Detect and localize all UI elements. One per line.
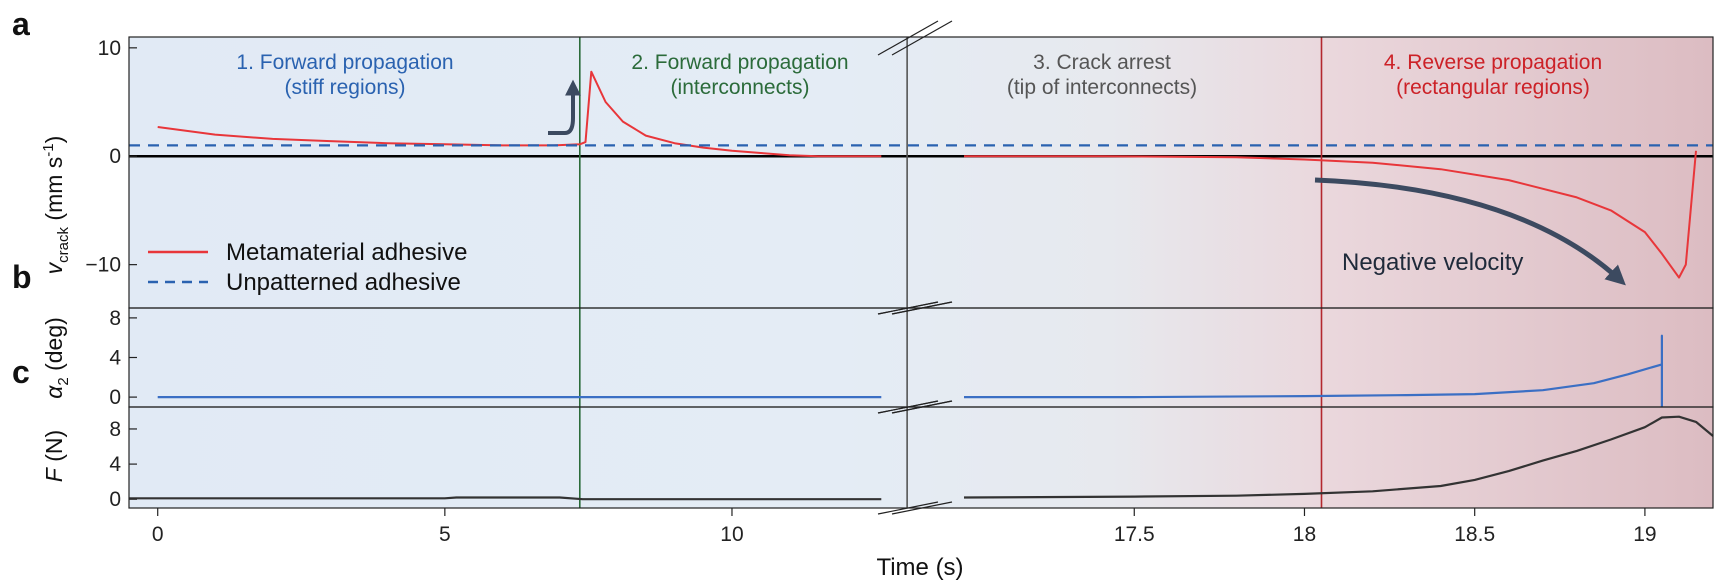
x-tick-label: 0 <box>152 523 164 546</box>
panel-label-c: c <box>12 354 30 390</box>
y-subscript-a: crack <box>55 226 72 262</box>
axis-break-mark-a <box>877 20 939 56</box>
x-tick-label: 17.5 <box>1114 523 1155 546</box>
negative-velocity-arrow <box>1314 177 1626 286</box>
axis-break-mark-c <box>891 400 953 414</box>
upward-arrow <box>548 79 581 135</box>
x-axis-label: Time (s) <box>876 554 963 581</box>
y-unit-sup-a: -1 <box>40 143 57 156</box>
svg-text:F (N): F (N) <box>41 430 67 482</box>
phase-boundaries <box>129 37 1713 508</box>
x-tick-label: 10 <box>720 523 743 546</box>
phase-1-line-1: 1. Forward propagation <box>236 51 453 74</box>
y-subscript-b: 2 <box>55 377 72 385</box>
negative-velocity-annotation: Negative velocity <box>1342 249 1523 276</box>
phase-3-line-2: (tip of interconnects) <box>1007 76 1197 99</box>
series-line-a-1 <box>157 70 882 158</box>
y-unit-suffix-b: (deg) <box>41 317 67 377</box>
data-layer <box>129 70 1714 501</box>
phase-4-line-2: (rectangular regions) <box>1396 76 1590 99</box>
y-unit-suffix-c: (N) <box>41 430 67 468</box>
axis-break-mark-c <box>877 400 939 414</box>
series-line-c-2 <box>963 415 1714 499</box>
y-tick-label-a: −10 <box>85 254 121 277</box>
y-unit-suffix-a: ) <box>41 136 67 144</box>
y-axis-label-c: F (N) <box>41 430 67 482</box>
y-tick-label-c: 4 <box>109 453 121 476</box>
phase-3-line-1: 3. Crack arrest <box>1033 51 1171 74</box>
panel-label-a: a <box>12 6 30 42</box>
legend-label-metamaterial: Metamaterial adhesive <box>226 239 467 266</box>
x-tick-label: 18 <box>1293 523 1316 546</box>
y-tick-label-b: 8 <box>109 307 121 330</box>
svg-text:vcrack (mm s-1): vcrack (mm s-1) <box>40 136 72 275</box>
y-tick-label-a: 0 <box>109 145 121 168</box>
axis-break-mark-bottom-c <box>877 501 939 515</box>
y-axis-label-b: α2 (deg) <box>41 317 72 399</box>
x-tick-label: 5 <box>439 523 451 546</box>
axis-break-mark-b <box>891 301 953 315</box>
y-unit-prefix-a: (mm s <box>41 157 67 227</box>
phase-1-line-2: (stiff regions) <box>285 76 406 99</box>
axis-break-mark-bottom-c <box>891 501 953 515</box>
y-tick-label-b: 0 <box>109 386 121 409</box>
shaded-region <box>129 37 1713 508</box>
x-tick-label: 18.5 <box>1454 523 1495 546</box>
svg-text:α2 (deg): α2 (deg) <box>41 317 72 399</box>
y-tick-label-b: 4 <box>109 347 121 370</box>
legend-label-unpatterned: Unpatterned adhesive <box>226 269 461 296</box>
axis-break-mark-b <box>877 301 939 315</box>
y-tick-label-c: 0 <box>109 488 121 511</box>
shaded-background <box>129 37 1713 508</box>
series-line-a-2 <box>964 150 1697 279</box>
phase-2-line-1: 2. Forward propagation <box>631 51 848 74</box>
y-tick-label-a: 10 <box>98 37 121 60</box>
phase-2-line-2: (interconnects) <box>671 76 810 99</box>
y-symbol-b: α <box>41 385 67 399</box>
x-tick-label: 19 <box>1633 523 1656 546</box>
legend: Metamaterial adhesive Unpatterned adhesi… <box>148 239 467 296</box>
series-line-b-2 <box>964 334 1663 407</box>
y-tick-label-c: 8 <box>109 418 121 441</box>
axes-layer: 10 0 −10 8 4 0 8 4 0 0 5 10 17.5 18 18.5 19 <box>85 20 1714 546</box>
series-line-c-1 <box>129 496 882 501</box>
y-axis-label-a: vcrack (mm s-1) <box>40 136 72 275</box>
panel-label-b: b <box>12 259 32 295</box>
axis-break-mark-a <box>891 20 953 56</box>
phase-4-line-1: 4. Reverse propagation <box>1384 51 1602 74</box>
y-symbol-a: v <box>41 261 67 274</box>
y-symbol-c: F <box>41 466 67 482</box>
